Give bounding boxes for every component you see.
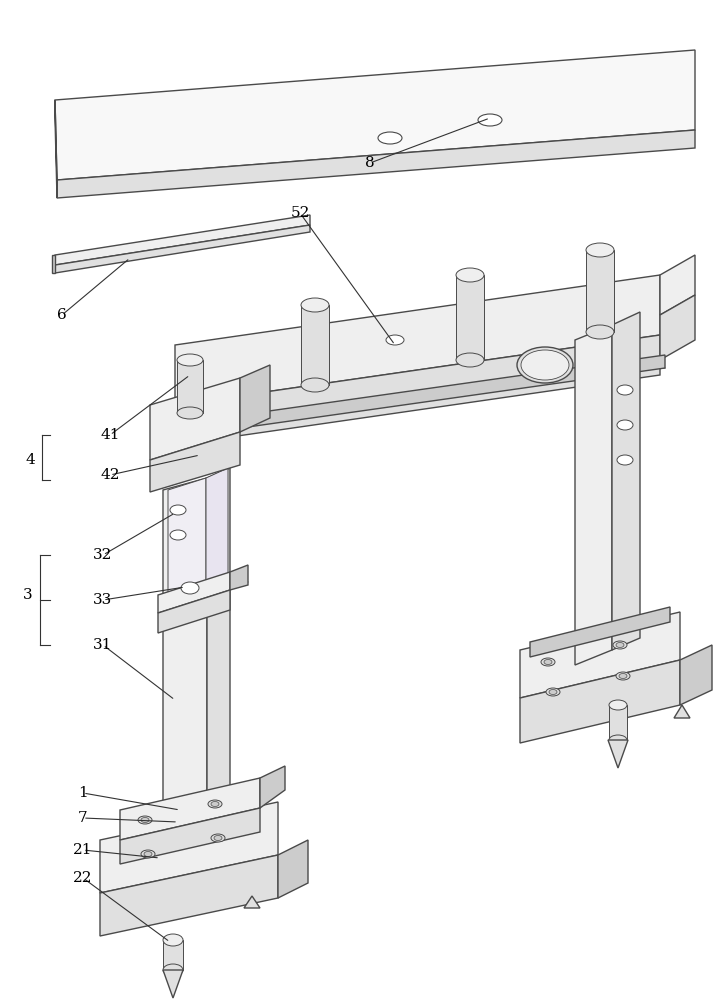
Text: 31: 31 xyxy=(93,638,112,652)
Ellipse shape xyxy=(386,335,404,345)
Polygon shape xyxy=(586,250,614,332)
Ellipse shape xyxy=(456,353,484,367)
Ellipse shape xyxy=(163,934,183,946)
Polygon shape xyxy=(520,612,680,698)
Polygon shape xyxy=(674,705,690,718)
Polygon shape xyxy=(177,360,203,413)
Ellipse shape xyxy=(609,735,627,745)
Text: 52: 52 xyxy=(290,206,310,220)
Polygon shape xyxy=(244,896,260,908)
Ellipse shape xyxy=(211,802,219,806)
Polygon shape xyxy=(150,432,240,492)
Text: 8: 8 xyxy=(365,156,374,170)
Polygon shape xyxy=(207,468,230,810)
Ellipse shape xyxy=(141,818,149,822)
Ellipse shape xyxy=(208,800,222,808)
Polygon shape xyxy=(158,590,230,633)
Polygon shape xyxy=(120,808,260,864)
Ellipse shape xyxy=(609,700,627,710)
Text: 1: 1 xyxy=(78,786,88,800)
Polygon shape xyxy=(170,355,665,438)
Text: 7: 7 xyxy=(78,811,88,825)
Ellipse shape xyxy=(616,672,630,680)
Ellipse shape xyxy=(301,378,329,392)
Polygon shape xyxy=(163,478,207,822)
Polygon shape xyxy=(230,565,248,590)
Ellipse shape xyxy=(617,420,633,430)
Ellipse shape xyxy=(546,688,560,696)
Ellipse shape xyxy=(214,836,222,840)
Polygon shape xyxy=(57,130,695,198)
Ellipse shape xyxy=(549,690,557,694)
Ellipse shape xyxy=(141,850,155,858)
Polygon shape xyxy=(150,378,240,460)
Polygon shape xyxy=(301,305,329,385)
Ellipse shape xyxy=(456,268,484,282)
Ellipse shape xyxy=(211,834,225,842)
Ellipse shape xyxy=(301,298,329,312)
Ellipse shape xyxy=(517,347,573,383)
Polygon shape xyxy=(260,766,285,808)
Ellipse shape xyxy=(170,505,186,515)
Polygon shape xyxy=(163,940,183,970)
Ellipse shape xyxy=(586,325,614,339)
Ellipse shape xyxy=(617,385,633,395)
Text: 22: 22 xyxy=(73,871,93,885)
Text: 32: 32 xyxy=(93,548,112,562)
Polygon shape xyxy=(680,645,712,705)
Polygon shape xyxy=(660,255,695,315)
Ellipse shape xyxy=(170,530,186,540)
Text: 21: 21 xyxy=(73,843,93,857)
Polygon shape xyxy=(158,572,230,613)
Text: 3: 3 xyxy=(23,588,33,602)
Polygon shape xyxy=(456,275,484,360)
Ellipse shape xyxy=(541,658,555,666)
Polygon shape xyxy=(575,325,612,665)
Ellipse shape xyxy=(177,354,203,366)
Polygon shape xyxy=(55,50,695,180)
Polygon shape xyxy=(278,840,308,898)
Ellipse shape xyxy=(544,660,552,664)
Ellipse shape xyxy=(586,243,614,257)
Polygon shape xyxy=(206,468,228,600)
Ellipse shape xyxy=(181,582,199,594)
Ellipse shape xyxy=(478,114,502,126)
Polygon shape xyxy=(530,607,670,657)
Polygon shape xyxy=(660,295,695,360)
Polygon shape xyxy=(168,478,206,612)
Polygon shape xyxy=(175,335,660,445)
Polygon shape xyxy=(175,275,660,405)
Polygon shape xyxy=(55,100,57,198)
Text: 6: 6 xyxy=(57,308,67,322)
Polygon shape xyxy=(55,215,310,265)
Text: 42: 42 xyxy=(100,468,120,482)
Ellipse shape xyxy=(617,455,633,465)
Polygon shape xyxy=(608,740,628,768)
Ellipse shape xyxy=(177,407,203,419)
Polygon shape xyxy=(163,970,183,998)
Ellipse shape xyxy=(378,132,402,144)
Polygon shape xyxy=(612,312,640,650)
Text: 33: 33 xyxy=(93,593,112,607)
Polygon shape xyxy=(240,365,270,432)
Polygon shape xyxy=(609,705,627,740)
Text: 4: 4 xyxy=(25,453,35,467)
Polygon shape xyxy=(520,660,680,743)
Polygon shape xyxy=(120,778,260,840)
Polygon shape xyxy=(55,225,310,273)
Ellipse shape xyxy=(144,852,152,856)
Ellipse shape xyxy=(619,674,627,678)
Text: 41: 41 xyxy=(100,428,120,442)
Ellipse shape xyxy=(616,643,624,648)
Ellipse shape xyxy=(521,350,569,380)
Polygon shape xyxy=(100,855,278,936)
Polygon shape xyxy=(100,802,278,893)
Ellipse shape xyxy=(138,816,152,824)
Ellipse shape xyxy=(163,964,183,976)
Ellipse shape xyxy=(613,641,627,649)
Polygon shape xyxy=(52,255,55,273)
